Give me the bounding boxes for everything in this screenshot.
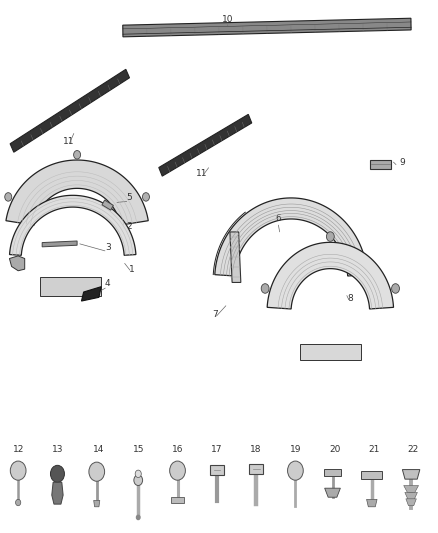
Text: 2: 2	[127, 222, 132, 231]
Polygon shape	[159, 115, 252, 176]
Polygon shape	[42, 241, 77, 247]
Polygon shape	[215, 198, 367, 276]
Polygon shape	[123, 18, 411, 37]
Polygon shape	[230, 232, 241, 282]
Polygon shape	[361, 471, 382, 479]
Polygon shape	[406, 499, 417, 506]
Text: 5: 5	[127, 193, 132, 202]
Polygon shape	[171, 497, 184, 503]
Polygon shape	[94, 500, 100, 507]
Polygon shape	[367, 499, 377, 507]
Polygon shape	[403, 470, 420, 479]
Polygon shape	[102, 200, 113, 210]
Text: 8: 8	[347, 294, 353, 303]
Circle shape	[15, 499, 21, 506]
Text: 3: 3	[105, 244, 110, 253]
Circle shape	[288, 461, 303, 480]
Circle shape	[74, 150, 81, 159]
Polygon shape	[267, 243, 393, 309]
Circle shape	[134, 475, 143, 486]
Text: 4: 4	[105, 279, 110, 288]
Text: 17: 17	[211, 446, 223, 455]
Circle shape	[142, 192, 149, 201]
Text: 9: 9	[399, 158, 405, 167]
Polygon shape	[324, 469, 341, 476]
Polygon shape	[405, 492, 417, 499]
Circle shape	[261, 284, 269, 293]
Polygon shape	[81, 287, 101, 301]
Text: 19: 19	[290, 446, 301, 455]
Polygon shape	[325, 488, 340, 497]
Circle shape	[5, 192, 12, 201]
Polygon shape	[6, 160, 148, 225]
Polygon shape	[40, 277, 101, 296]
Circle shape	[326, 232, 334, 241]
Text: 10: 10	[222, 15, 233, 24]
Polygon shape	[370, 160, 392, 169]
Circle shape	[11, 461, 26, 480]
Text: 7: 7	[212, 310, 218, 319]
Circle shape	[137, 515, 140, 520]
Polygon shape	[10, 195, 136, 255]
Polygon shape	[300, 344, 361, 360]
Polygon shape	[10, 69, 130, 152]
Circle shape	[89, 462, 105, 481]
Polygon shape	[52, 482, 63, 504]
Text: 11: 11	[196, 169, 207, 178]
Text: 1: 1	[129, 265, 134, 273]
Text: 18: 18	[251, 446, 262, 455]
Text: 6: 6	[275, 214, 281, 223]
Circle shape	[392, 284, 399, 293]
Polygon shape	[210, 465, 224, 475]
Circle shape	[170, 461, 185, 480]
Polygon shape	[404, 486, 419, 492]
Text: 16: 16	[172, 446, 183, 455]
Circle shape	[50, 465, 64, 482]
Polygon shape	[249, 464, 263, 474]
Polygon shape	[10, 256, 25, 271]
Text: 21: 21	[368, 446, 380, 455]
Text: 22: 22	[408, 446, 419, 455]
Text: 20: 20	[329, 446, 340, 455]
Circle shape	[135, 470, 141, 478]
Text: 12: 12	[12, 446, 24, 455]
Text: 14: 14	[93, 446, 105, 455]
Text: 13: 13	[52, 446, 63, 455]
Text: 15: 15	[132, 446, 144, 455]
Text: 11: 11	[63, 137, 74, 146]
